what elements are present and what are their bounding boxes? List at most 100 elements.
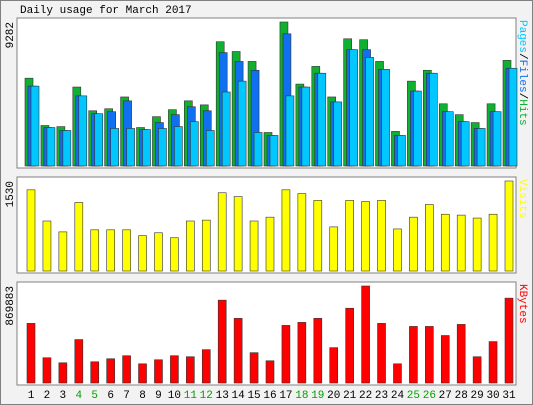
- bar: [377, 200, 386, 272]
- bar: [381, 69, 390, 167]
- x-tick-label: 31: [502, 390, 516, 402]
- x-tick-label: 11: [184, 390, 198, 402]
- x-tick-label: 5: [91, 390, 98, 402]
- bar: [425, 204, 434, 272]
- legend-entry: Files: [516, 60, 528, 93]
- x-tick-label: 24: [391, 390, 405, 402]
- bar: [488, 213, 498, 272]
- bar: [249, 352, 259, 384]
- legend-entry: Pages: [516, 20, 528, 53]
- bar: [460, 121, 470, 167]
- bar: [345, 200, 354, 272]
- bar: [201, 219, 211, 272]
- bar: [269, 135, 279, 167]
- x-tick-label: 10: [168, 390, 181, 402]
- bar: [217, 192, 227, 272]
- bar: [317, 72, 327, 167]
- x-tick-label: 20: [327, 390, 340, 402]
- bar: [409, 216, 418, 272]
- bar: [42, 357, 52, 384]
- legend-entry: Hits: [516, 99, 528, 125]
- bar: [393, 228, 402, 272]
- bar: [237, 80, 247, 167]
- x-tick-label: 17: [279, 390, 292, 402]
- bar: [90, 361, 100, 384]
- x-tick-label: 26: [423, 390, 436, 402]
- y-tick-label: 9282: [5, 22, 17, 48]
- bar: [74, 339, 84, 384]
- legend: KBytes: [516, 284, 528, 324]
- y-tick-label: 1530: [5, 181, 17, 207]
- x-tick-label: 8: [139, 390, 146, 402]
- bar: [377, 323, 386, 384]
- bar: [456, 214, 466, 272]
- bar: [472, 356, 482, 384]
- bar: [492, 111, 502, 167]
- bar: [62, 130, 72, 167]
- bar: [444, 111, 454, 167]
- bar: [361, 201, 370, 272]
- x-tick-label: 29: [471, 390, 484, 402]
- bar: [329, 347, 339, 384]
- bar: [297, 322, 307, 384]
- legend-separator: /: [516, 53, 528, 60]
- x-tick-label: 19: [311, 390, 324, 402]
- x-tick-label: 1: [28, 390, 35, 402]
- bar: [345, 307, 354, 384]
- bar: [297, 193, 307, 272]
- bar: [409, 326, 418, 384]
- x-tick-label: 22: [359, 390, 372, 402]
- x-tick-label: 18: [295, 390, 308, 402]
- bar: [58, 231, 68, 272]
- bar: [440, 335, 450, 384]
- bar: [440, 213, 450, 272]
- legend-entry: Visits: [516, 179, 528, 219]
- bar: [253, 132, 263, 167]
- bar: [205, 130, 215, 167]
- bar: [142, 129, 151, 167]
- chart-title: Daily usage for March 2017: [20, 5, 192, 17]
- bar: [265, 360, 275, 384]
- bar: [393, 363, 402, 384]
- bar: [78, 95, 88, 167]
- bar: [186, 220, 195, 272]
- bar: [170, 355, 179, 384]
- bar: [58, 362, 68, 384]
- bar: [233, 318, 243, 384]
- bar: [46, 127, 56, 167]
- bar: [138, 235, 147, 272]
- x-tick-label: 16: [263, 390, 276, 402]
- legend-entry: KBytes: [516, 284, 528, 324]
- bar: [313, 318, 323, 384]
- bar: [413, 90, 422, 167]
- bar: [221, 91, 231, 167]
- bar: [329, 226, 339, 272]
- bar: [126, 128, 135, 167]
- bar: [301, 86, 311, 167]
- bar: [26, 189, 36, 272]
- bar: [138, 363, 147, 384]
- bar: [333, 101, 343, 167]
- x-tick-label: 12: [200, 390, 213, 402]
- bar: [361, 285, 370, 384]
- bar: [190, 121, 199, 167]
- x-tick-label: 27: [439, 390, 452, 402]
- bar: [313, 200, 323, 272]
- bar: [456, 324, 466, 384]
- bar: [349, 49, 358, 167]
- x-tick-label: 30: [486, 390, 499, 402]
- x-tick-label: 2: [44, 390, 51, 402]
- x-tick-label: 7: [123, 390, 130, 402]
- bar: [281, 325, 291, 384]
- y-tick-label: 869883: [5, 286, 17, 326]
- bar: [90, 229, 100, 272]
- bar: [154, 232, 163, 272]
- bar: [122, 355, 131, 384]
- bar: [30, 85, 40, 167]
- bar: [106, 358, 115, 384]
- bar: [154, 359, 163, 384]
- bar: [42, 220, 52, 272]
- x-tick-label: 23: [375, 390, 388, 402]
- x-tick-label: 4: [75, 390, 82, 402]
